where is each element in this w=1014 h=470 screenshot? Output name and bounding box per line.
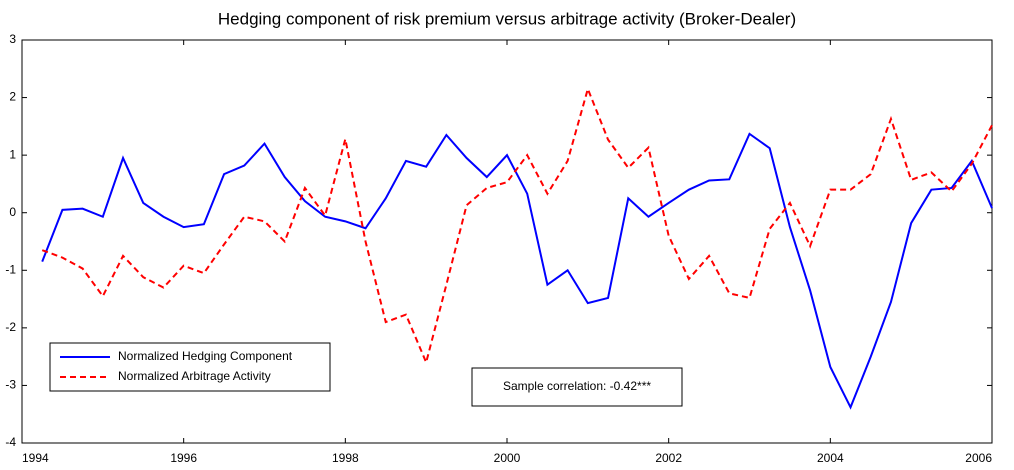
- x-tick-label: 1994: [22, 451, 49, 465]
- y-tick-label: 0: [9, 205, 16, 219]
- y-tick-label: -2: [5, 320, 16, 334]
- x-tick-label: 2000: [494, 451, 521, 465]
- y-tick-label: 3: [9, 32, 16, 46]
- y-tick-label: -3: [5, 378, 16, 392]
- legend-label: Normalized Arbitrage Activity: [118, 369, 271, 383]
- legend-label: Normalized Hedging Component: [118, 349, 293, 363]
- line-series: [41, 85, 993, 366]
- x-tick-label: 2004: [817, 451, 844, 465]
- x-tick-label: 2002: [655, 451, 682, 465]
- y-tick-label: 2: [9, 90, 16, 104]
- chart-title: Hedging component of risk premium versus…: [218, 9, 796, 28]
- y-tick-label: 1: [9, 147, 16, 161]
- annotation-box: [471, 367, 683, 407]
- y-tick-label: -4: [5, 435, 16, 449]
- x-tick-label: 2006: [965, 451, 992, 465]
- y-tick-label: -1: [5, 262, 16, 276]
- legend-box: [49, 342, 331, 392]
- x-tick-label: 1996: [170, 451, 197, 465]
- line-series: [41, 132, 993, 410]
- annotation: Sample correlation: -0.42***: [503, 379, 651, 393]
- x-tick-label: 1998: [332, 451, 359, 465]
